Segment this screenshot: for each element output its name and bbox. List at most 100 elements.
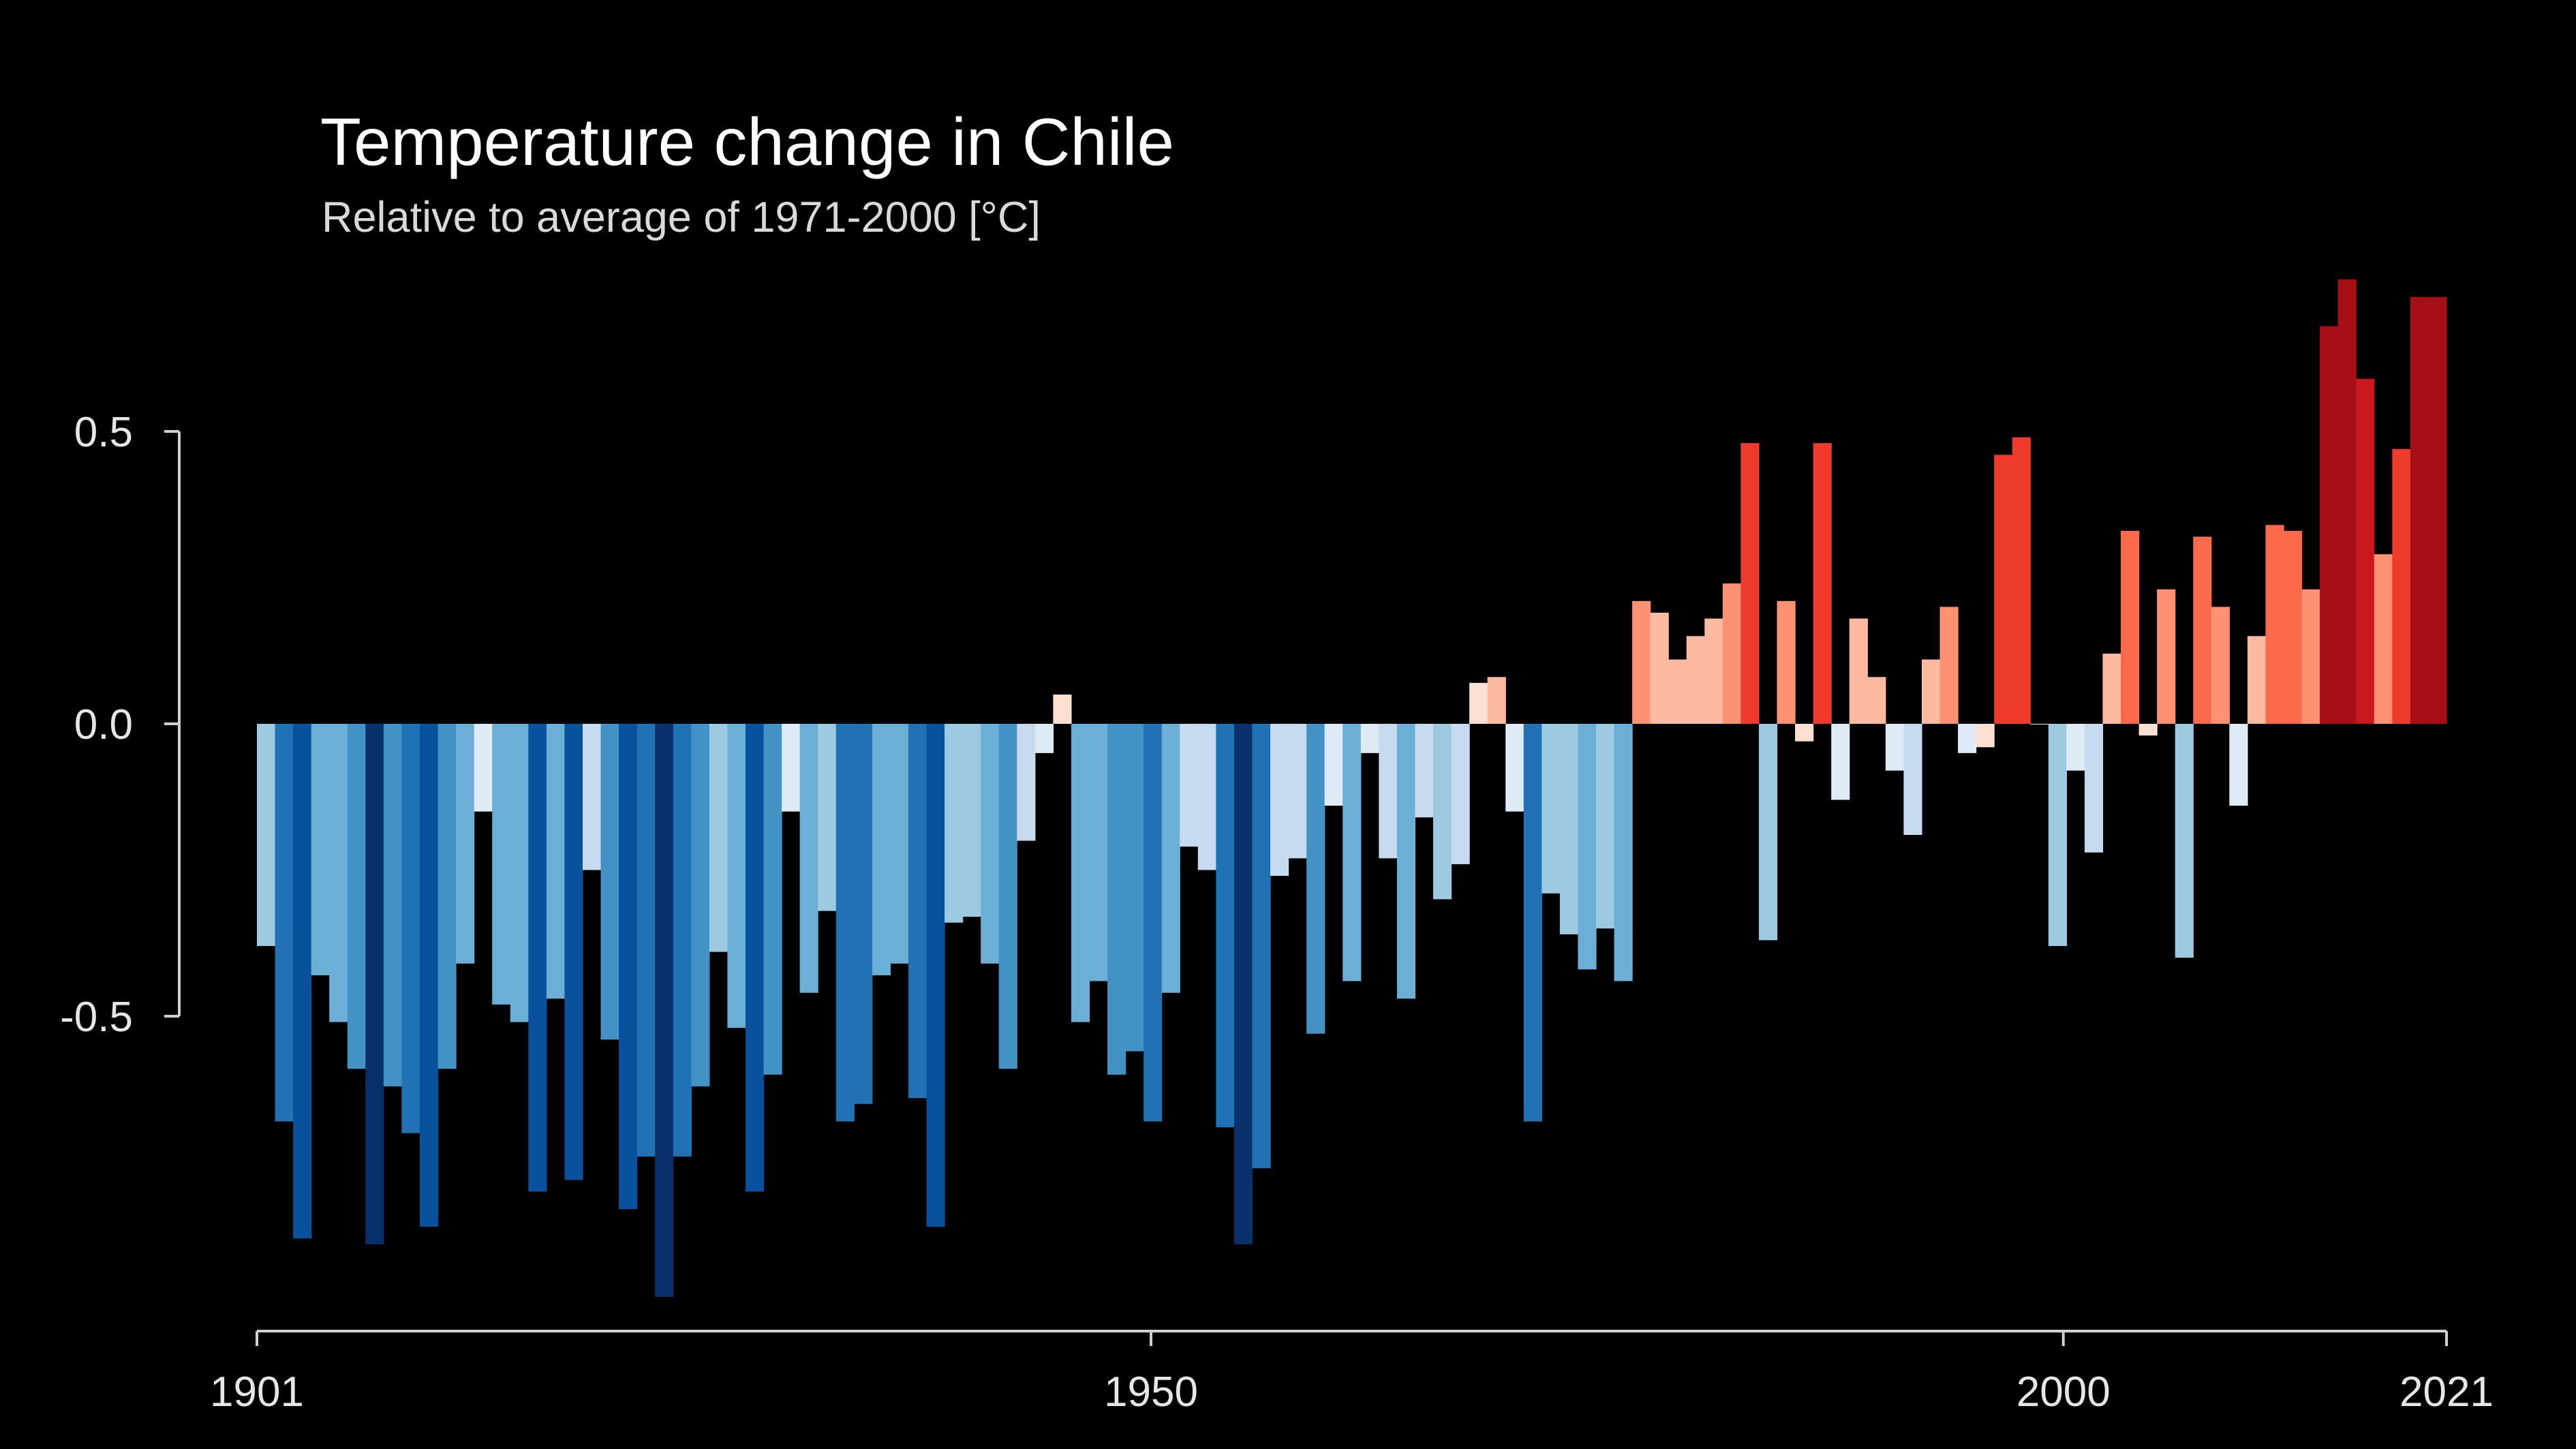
bar-1954	[1216, 724, 1235, 1128]
bar-1907	[365, 724, 384, 1245]
bar-1924	[673, 724, 692, 1157]
bar-2008	[2193, 536, 2212, 724]
bar-1945	[1053, 695, 1072, 724]
bar-1910	[419, 724, 439, 1227]
bar-1922	[637, 724, 656, 1157]
bar-1986	[1795, 724, 1814, 742]
bar-1931	[799, 724, 818, 993]
y-tick-label: -0.5	[60, 994, 133, 1041]
bar-1944	[1034, 724, 1054, 753]
bar-1906	[347, 724, 366, 1069]
bar-1982	[1722, 583, 1741, 724]
bar-1946	[1071, 724, 1090, 1022]
bar-1902	[275, 724, 294, 1122]
bar-1961	[1343, 724, 1362, 981]
bar-1916	[528, 724, 547, 1192]
bar-1914	[492, 724, 511, 1005]
bar-1955	[1233, 724, 1253, 1245]
bar-2018	[2374, 554, 2393, 724]
bar-2015	[2320, 326, 2339, 724]
bar-1949	[1125, 724, 1144, 1052]
bar-1947	[1089, 724, 1108, 981]
chart-subtitle: Relative to average of 1971-2000 [°C]	[322, 194, 1041, 241]
bar-1959	[1306, 724, 1325, 1034]
bar-1998	[2012, 437, 2031, 724]
bar-1987	[1813, 443, 1832, 724]
bar-1969	[1487, 677, 1506, 724]
x-tick-label: 2021	[2399, 1369, 2494, 1416]
bar-1936	[890, 724, 909, 964]
bar-1911	[438, 724, 457, 1069]
y-tick-label: 0.5	[74, 409, 133, 456]
bar-1975	[1595, 724, 1615, 929]
bar-1957	[1270, 724, 1289, 876]
bar-1937	[908, 724, 927, 1099]
bar-1926	[709, 724, 728, 952]
bar-2004	[2121, 530, 2140, 724]
bar-1992	[1903, 724, 1922, 836]
bar-2016	[2337, 279, 2357, 724]
bar-1919	[582, 724, 602, 870]
bar-1920	[600, 724, 619, 1040]
bar-1994	[1939, 607, 1959, 724]
bar-1912	[456, 724, 475, 964]
bar-1962	[1360, 724, 1379, 753]
bar-1918	[564, 724, 583, 1180]
bar-1963	[1379, 724, 1398, 859]
bar-1953	[1197, 724, 1216, 870]
bar-1933	[835, 724, 855, 1122]
bar-1979	[1668, 659, 1687, 724]
bar-1923	[655, 724, 674, 1297]
bar-2019	[2392, 448, 2411, 724]
bar-2010	[2229, 724, 2248, 806]
bar-1974	[1578, 724, 1597, 970]
bar-1927	[727, 724, 746, 1028]
bar-1990	[1867, 677, 1886, 724]
bar-1921	[619, 724, 638, 1210]
bar-1932	[818, 724, 837, 911]
bar-2013	[2284, 530, 2303, 724]
bar-1929	[763, 724, 782, 1075]
bar-2002	[2084, 724, 2104, 853]
bar-1973	[1559, 724, 1579, 934]
bar-1988	[1831, 724, 1850, 800]
chart-title: Temperature change in Chile	[320, 104, 1174, 179]
bar-1976	[1614, 724, 1633, 981]
bar-1977	[1632, 600, 1651, 724]
bar-1930	[782, 724, 801, 812]
bar-1997	[1994, 455, 2013, 724]
bar-1915	[510, 724, 529, 1022]
bar-1941	[981, 724, 1000, 964]
bar-1942	[998, 724, 1017, 1069]
bar-2000	[2048, 724, 2067, 947]
bar-1903	[293, 724, 312, 1239]
bar-1964	[1396, 724, 1416, 999]
bar-2006	[2157, 589, 2176, 724]
bar-2017	[2356, 378, 2375, 724]
bar-2014	[2301, 589, 2320, 724]
bar-1925	[691, 724, 710, 1086]
bar-1934	[854, 724, 873, 1104]
bar-1948	[1107, 724, 1126, 1075]
bar-1960	[1324, 724, 1343, 806]
bar-1971	[1523, 724, 1542, 1122]
bar-1965	[1415, 724, 1434, 818]
x-tick-label: 1901	[210, 1369, 304, 1416]
bar-2003	[2102, 654, 2121, 724]
bar-2012	[2265, 525, 2284, 724]
bar-1943	[1017, 724, 1036, 841]
bar-1904	[311, 724, 330, 975]
x-tick-label: 2000	[2017, 1369, 2111, 1416]
bar-1940	[962, 724, 981, 917]
x-tick-label: 1950	[1104, 1369, 1198, 1416]
bar-1909	[401, 724, 420, 1133]
bar-1981	[1704, 618, 1723, 724]
bar-1905	[329, 724, 348, 1022]
y-axis: 0.5 0.0 -0.5	[60, 409, 181, 1041]
bar-1901	[257, 724, 276, 947]
bar-1935	[872, 724, 891, 975]
bar-1938	[926, 724, 945, 1227]
bar-1970	[1505, 724, 1524, 812]
y-tick-label: 0.0	[74, 701, 133, 748]
bar-1908	[383, 724, 403, 1086]
